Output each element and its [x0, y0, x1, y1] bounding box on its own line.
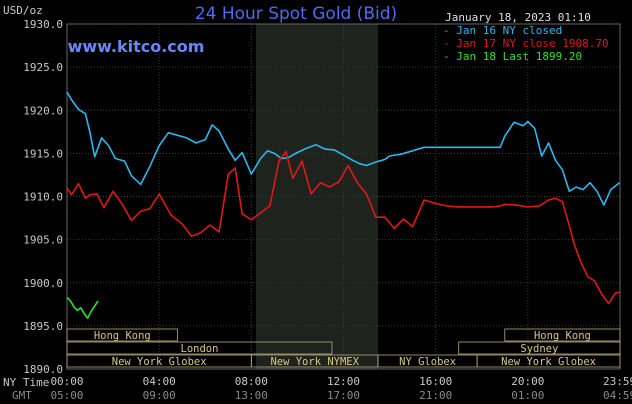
session-label: NY Globex [399, 356, 456, 368]
ny-time-label: NY Time [3, 376, 49, 389]
session-label: Hong Kong [534, 330, 591, 342]
session-label: New York NYMEX [270, 356, 359, 368]
date-stamp: January 18, 2023 01:10 [445, 11, 591, 24]
legend-item: - Jan 17 NY close 1908.70 [443, 37, 609, 50]
session-box [66, 341, 333, 355]
x-tick-label-gmt: 17:00 [327, 389, 360, 402]
x-tick-label-gmt: 21:00 [419, 389, 452, 402]
nymex-shade [255, 24, 379, 369]
series-layer [66, 91, 620, 319]
session-label: New York Globex [112, 356, 207, 368]
kitco-watermark: www.kitco.com [68, 37, 205, 56]
y-tick-label: 1890.0 [23, 363, 63, 376]
y-tick-label: 1895.0 [23, 320, 63, 333]
gmt-label: GMT [12, 389, 32, 402]
session-label: London [181, 343, 219, 355]
x-tick-label-gmt: 01:00 [511, 389, 544, 402]
session-box [504, 328, 621, 342]
axis-labels: 1930.0 1925.0 1920.0 1915.0 1910.0 1905.0 1900… [23, 18, 632, 402]
y-tick-label: 1910.0 [23, 191, 63, 204]
chart-title: 24 Hour Spot Gold (Bid) [195, 4, 397, 24]
y-tick-label: 1920.0 [23, 104, 63, 117]
y-tick-label: 1905.0 [23, 234, 63, 247]
x-tick-label-ny: 12:00 [327, 375, 360, 388]
x-tick-label-gmt: 09:00 [143, 389, 176, 402]
x-tick-label-ny: 00:00 [50, 375, 83, 388]
session-box [476, 354, 621, 368]
series-line [66, 91, 620, 206]
x-tick-label-ny: 08:00 [235, 375, 268, 388]
plot-frame [66, 23, 621, 370]
y-axis-unit: USD/oz [3, 4, 43, 17]
x-tick-label-ny: 16:00 [419, 375, 452, 388]
x-tick-label-ny: 20:00 [511, 375, 544, 388]
y-tick-label: 1930.0 [23, 18, 63, 31]
x-tick-label-gmt: 04:59 [603, 389, 632, 402]
legend-item: - Jan 16 NY closed [443, 24, 562, 37]
grid-layer [66, 23, 621, 370]
x-tick-label-ny: 04:00 [143, 375, 176, 388]
x-tick-label-gmt: 13:00 [235, 389, 268, 402]
x-tick-label-gmt: 05:00 [50, 389, 83, 402]
x-tick-label-ny: 23:59 [603, 375, 632, 388]
session-box [458, 341, 621, 355]
session-label: New York Globex [501, 356, 596, 368]
nymex-shade-layer [255, 24, 379, 369]
session-label: Hong Kong [94, 330, 151, 342]
legend: - Jan 16 NY closed- Jan 17 NY close 1908… [443, 24, 609, 63]
legend-item: - Jan 18 Last 1899.20 [443, 50, 582, 63]
series-line [66, 150, 620, 305]
y-tick-label: 1925.0 [23, 61, 63, 74]
session-box [66, 328, 178, 342]
y-tick-label: 1900.0 [23, 277, 63, 290]
y-tick-label: 1915.0 [23, 147, 63, 160]
session-label: Sydney [520, 343, 558, 355]
series-line [66, 296, 99, 319]
